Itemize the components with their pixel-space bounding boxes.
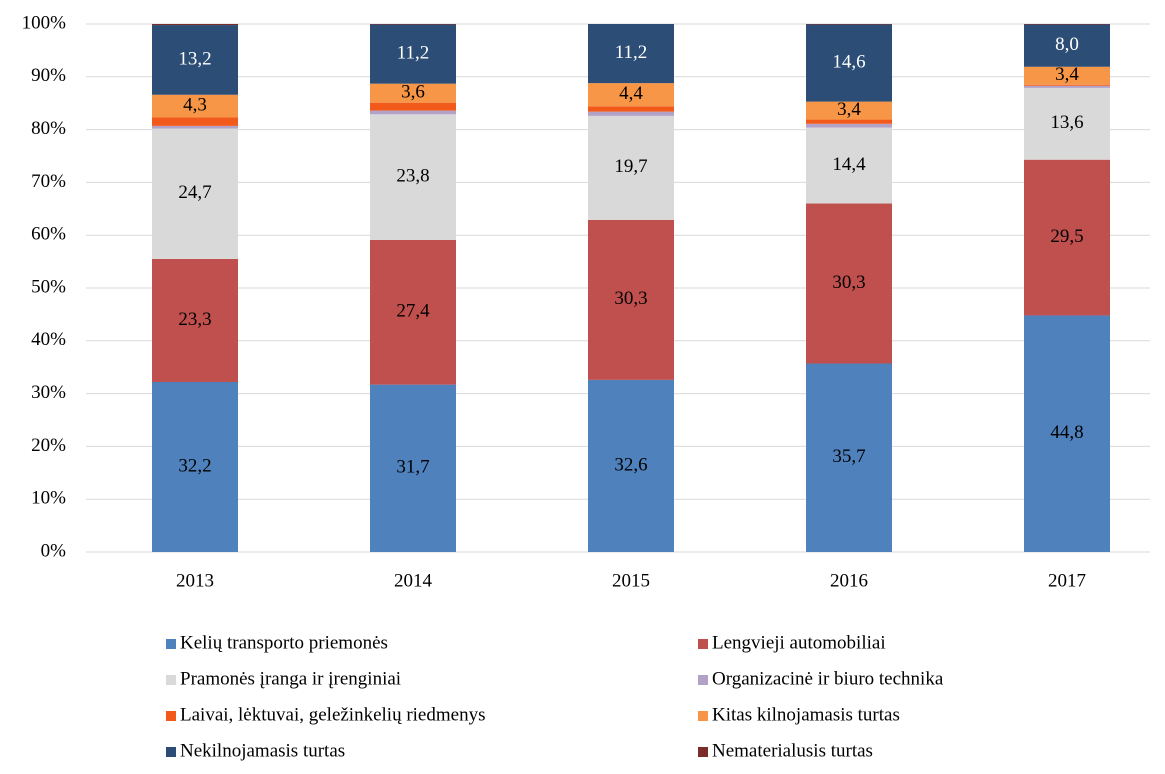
bar-segment xyxy=(370,114,456,240)
data-label: 27,4 xyxy=(396,301,430,322)
legend-swatch xyxy=(166,747,176,757)
legend-label: Nematerialusis turtas xyxy=(712,740,873,761)
legend-label: Kelių transporto priemonės xyxy=(180,632,388,653)
bar-segment xyxy=(1024,24,1110,67)
bar-segment xyxy=(370,83,456,103)
bar-segment xyxy=(588,219,674,380)
bar-segment xyxy=(370,24,456,25)
data-label: 4,3 xyxy=(183,94,207,115)
data-label: 13,2 xyxy=(178,48,211,69)
data-label: 3,4 xyxy=(1055,64,1079,85)
bar-segment xyxy=(370,110,456,115)
data-label: 13,6 xyxy=(1050,112,1083,133)
bar-segment xyxy=(806,123,892,128)
bar-segment xyxy=(806,203,892,364)
legend-label: Organizacinė ir biuro technika xyxy=(712,668,944,689)
y-tick-label: 0% xyxy=(41,540,67,561)
bar-segment xyxy=(152,258,238,382)
legend-swatch xyxy=(166,675,176,685)
x-tick-label: 2017 xyxy=(1048,570,1086,591)
data-label: 32,2 xyxy=(178,455,211,476)
bar-segment xyxy=(1024,66,1110,85)
bar-segment xyxy=(152,24,238,26)
legend-label: Pramonės įranga ir įrenginiai xyxy=(180,668,401,689)
bar-segment xyxy=(1024,315,1110,552)
bar-segment xyxy=(152,128,238,259)
data-label: 11,2 xyxy=(397,42,430,63)
data-label: 30,3 xyxy=(832,272,865,293)
x-tick-label: 2015 xyxy=(612,570,650,591)
bar-segment xyxy=(152,94,238,118)
y-tick-label: 10% xyxy=(31,488,66,509)
bar-segment xyxy=(806,24,892,102)
bar-segment xyxy=(588,379,674,552)
data-label: 31,7 xyxy=(396,457,429,478)
data-label: 35,7 xyxy=(832,446,865,467)
bar-segment xyxy=(588,111,674,116)
y-tick-label: 40% xyxy=(31,329,66,350)
data-label: 30,3 xyxy=(614,288,647,309)
bar-segment xyxy=(588,106,674,112)
x-tick-label: 2013 xyxy=(176,570,214,591)
legend-label: Kitas kilnojamasis turtas xyxy=(712,704,900,725)
x-tick-label: 2016 xyxy=(830,570,868,591)
data-label: 23,3 xyxy=(178,309,211,330)
bar-segment xyxy=(1024,24,1110,25)
bar-segment xyxy=(806,101,892,120)
data-label: 23,8 xyxy=(396,165,429,186)
bar-segment xyxy=(1024,87,1110,160)
bar-segment xyxy=(806,127,892,204)
legend-label: Laivai, lėktuvai, geležinkelių riedmenys xyxy=(180,704,485,725)
data-label: 3,4 xyxy=(837,99,861,120)
bar-segment xyxy=(370,384,456,552)
bar-segment xyxy=(806,119,892,124)
data-label: 14,4 xyxy=(832,154,866,175)
data-label: 29,5 xyxy=(1050,226,1083,247)
bar-segment xyxy=(152,125,238,129)
legend-swatch xyxy=(166,711,176,721)
bar-segment xyxy=(588,24,674,84)
bar-segment xyxy=(370,102,456,111)
data-label: 14,6 xyxy=(832,51,865,72)
bar-segment xyxy=(152,381,238,552)
bar-segment xyxy=(370,239,456,385)
data-label: 8,0 xyxy=(1055,34,1079,55)
bar-segment xyxy=(370,24,456,84)
legend-swatch xyxy=(698,711,708,721)
x-tick-label: 2014 xyxy=(394,570,433,591)
bar-segment xyxy=(1024,84,1110,86)
data-label: 32,6 xyxy=(614,454,647,475)
y-tick-label: 90% xyxy=(31,65,66,86)
legend-swatch xyxy=(698,747,708,757)
bar-segment xyxy=(588,83,674,107)
y-tick-label: 100% xyxy=(22,12,67,33)
data-label: 3,6 xyxy=(401,82,425,103)
data-label: 24,7 xyxy=(178,182,211,203)
y-tick-label: 20% xyxy=(31,435,66,456)
legend-label: Nekilnojamasis turtas xyxy=(180,740,345,761)
bar-segment xyxy=(806,363,892,552)
bar-segment xyxy=(152,117,238,126)
y-tick-label: 80% xyxy=(31,118,66,139)
legend-swatch xyxy=(698,675,708,685)
y-tick-label: 70% xyxy=(31,171,66,192)
data-label: 19,7 xyxy=(614,156,647,177)
data-label: 44,8 xyxy=(1050,422,1083,443)
data-label: 4,4 xyxy=(619,83,643,104)
legend-swatch xyxy=(698,639,708,649)
bar-segment xyxy=(1024,159,1110,316)
y-tick-label: 50% xyxy=(31,276,66,297)
bar-segment xyxy=(1024,85,1110,88)
y-tick-label: 30% xyxy=(31,382,66,403)
bar-segment xyxy=(588,115,674,220)
data-label: 11,2 xyxy=(615,42,648,63)
bar-segment xyxy=(152,25,238,95)
legend-swatch xyxy=(166,639,176,649)
legend-label: Lengvieji automobiliai xyxy=(712,632,886,653)
y-tick-label: 60% xyxy=(31,224,66,245)
bar-segment xyxy=(806,24,892,25)
